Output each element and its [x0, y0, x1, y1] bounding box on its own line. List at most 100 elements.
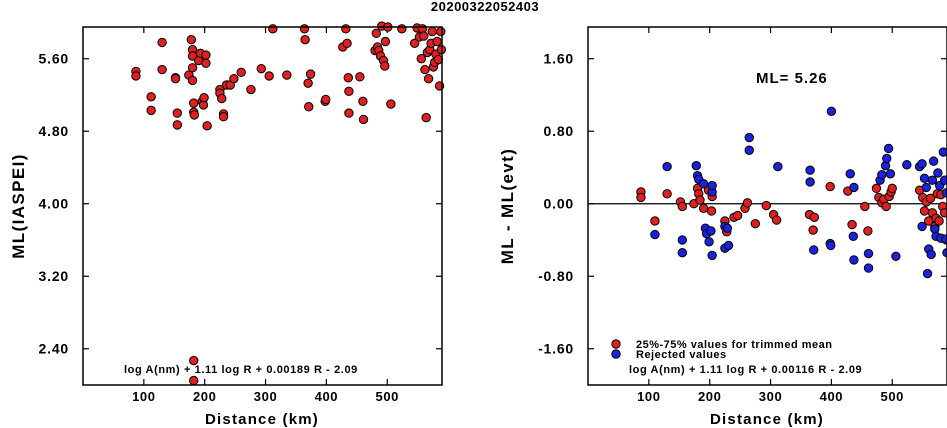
left-series-0-point — [189, 110, 200, 120]
left-series-0-point — [189, 355, 199, 366]
right-series-0-point — [695, 195, 705, 205]
right-series-0-point — [881, 201, 891, 212]
left-series-0-point — [436, 26, 446, 37]
left-x-tick-label: 500 — [375, 389, 399, 404]
right-series-1-point — [919, 173, 930, 184]
left-y-tick-label: 4.00 — [39, 196, 69, 212]
left-plot-frame — [82, 26, 443, 386]
left-series-0-point — [423, 73, 434, 84]
right-series-1-point — [826, 240, 836, 251]
right-series-0-point — [706, 206, 717, 216]
right-series-1-point — [707, 180, 717, 191]
right-series-1-point — [917, 221, 927, 232]
left-series-0-point — [199, 92, 209, 103]
right-y-tick-label: 1.60 — [544, 51, 574, 67]
left-series-0-point — [344, 86, 354, 97]
right-plot-frame — [587, 26, 947, 386]
right-series-1-point — [845, 169, 855, 179]
left-series-0-point — [341, 24, 351, 34]
left-series-0-point — [187, 75, 198, 86]
right-series-1-point — [863, 263, 874, 273]
right-series-1-point — [849, 255, 859, 265]
left-series-0-point — [146, 92, 156, 102]
left-series-0-point — [218, 112, 229, 122]
left-ticks: 100 200 300 400 500 2.40 3.20 4.00 4.80 5.60 — [39, 27, 442, 404]
right-series-0-point — [809, 212, 820, 223]
left-series-0-point — [236, 67, 246, 78]
right-series-1-point — [677, 235, 688, 245]
legend: 25%-75% values for trimmed mean Rejected… — [611, 339, 832, 361]
right-series-1-point — [939, 175, 947, 185]
left-series-0-point — [131, 71, 141, 81]
legend-marker-rejected — [611, 349, 621, 359]
right-series-1-point — [883, 143, 894, 154]
right-series-0-point — [934, 216, 944, 226]
figure-title: 20200322052403 — [431, 0, 539, 14]
left-series-0-point — [358, 114, 369, 125]
right-y-tick-label: -1.60 — [538, 341, 574, 357]
left-series-0-point — [342, 38, 352, 49]
right-series-1-point — [722, 223, 733, 233]
left-x-tick-label: 300 — [254, 389, 278, 404]
right-series-1-point — [744, 145, 754, 155]
left-series-0-point — [157, 37, 167, 48]
left-series-0-point — [264, 71, 274, 81]
left-series-0-point — [201, 50, 211, 60]
right-series-1-point — [704, 237, 714, 247]
left-series-0-point — [355, 72, 365, 82]
left-series-0-point — [256, 63, 266, 74]
left-y-tick-label: 2.40 — [39, 341, 69, 357]
right-series-0-point — [662, 189, 672, 199]
left-series-0-point — [344, 108, 354, 118]
right-series-1-point — [744, 132, 754, 143]
left-y-tick-label: 4.80 — [39, 123, 69, 139]
left-series-0-point — [189, 375, 199, 386]
right-series-1-point — [707, 250, 717, 261]
right-series-0-point — [863, 226, 873, 236]
right-series-0-point — [771, 215, 782, 225]
right-series-1-point — [662, 161, 672, 172]
left-series-0-point — [246, 84, 256, 95]
right-x-tick-label: 100 — [637, 389, 661, 404]
right-series-1-point — [805, 177, 815, 187]
right-series-0-point — [919, 206, 930, 216]
right-series-0-point — [761, 200, 771, 211]
left-y-axis-label: ML(IASPEI) — [9, 153, 28, 259]
left-series-0-point — [157, 64, 167, 75]
left-annotation: log A(nm) + 1.11 log R + 0.00189 R - 2.0… — [124, 364, 358, 376]
left-series-0-point — [303, 78, 313, 88]
right-x-tick-label: 400 — [820, 389, 844, 404]
left-series-0-point — [420, 64, 430, 75]
left-series-0-point — [380, 36, 391, 47]
left-series-0-point — [371, 28, 381, 39]
legend-label-rejected: Rejected values — [636, 349, 727, 361]
left-series-0-point — [202, 121, 212, 131]
right-series-1-point — [941, 234, 947, 244]
right-series-1-point — [706, 226, 716, 236]
left-series-0-point — [432, 36, 442, 47]
right-series-1-point — [877, 170, 887, 180]
right-series-1-point — [917, 159, 927, 169]
right-series-1-point — [773, 161, 783, 172]
left-series-0-point — [380, 61, 390, 71]
left-series-0-point — [321, 94, 331, 105]
left-series-0-point — [419, 31, 429, 41]
left-series-0-point — [299, 24, 310, 34]
right-series-0-point — [808, 225, 818, 235]
right-series-0-point — [847, 219, 857, 230]
right-series-1-point — [891, 251, 901, 262]
left-series-0-point — [268, 24, 278, 34]
right-series-1-point — [677, 247, 688, 258]
left-series-0-point — [187, 63, 198, 73]
right-series-1-point — [723, 240, 734, 251]
right-series-0-point — [650, 216, 660, 226]
right-x-axis-label: Distance (km) — [710, 411, 824, 428]
right-series-0-point — [698, 203, 709, 213]
right-chart: 100 200 300 400 500 -1.60 -0.80 0.00 0.80 1.60 ML… — [498, 26, 947, 428]
right-annotation: log A(nm) + 1.11 log R + 0.00116 R - 2.0… — [629, 364, 862, 376]
left-series-0-point — [172, 120, 183, 130]
right-series-0-point — [742, 198, 753, 208]
left-series-0-point — [397, 24, 407, 34]
right-y-tick-label: 0.80 — [544, 123, 574, 139]
